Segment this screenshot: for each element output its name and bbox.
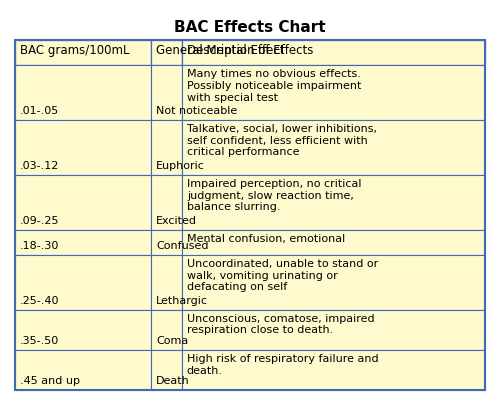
Text: Mental confusion, emotional: Mental confusion, emotional <box>187 234 345 244</box>
Bar <box>152 175 182 230</box>
Text: .09-.25: .09-.25 <box>20 216 59 226</box>
Text: .18-.30: .18-.30 <box>20 241 59 251</box>
Text: BAC grams/100mL: BAC grams/100mL <box>20 44 130 57</box>
Text: Death: Death <box>156 376 190 386</box>
Text: General Mental Effect: General Mental Effect <box>156 44 285 57</box>
Bar <box>152 40 182 65</box>
Text: High risk of respiratory failure and
death.: High risk of respiratory failure and dea… <box>187 354 378 376</box>
Bar <box>152 65 182 120</box>
Bar <box>182 175 485 230</box>
Text: Excited: Excited <box>156 216 198 226</box>
Text: Confused: Confused <box>156 241 209 251</box>
Text: Coma: Coma <box>156 336 188 346</box>
Bar <box>182 230 485 255</box>
Bar <box>15 175 152 230</box>
Bar <box>182 40 485 65</box>
Text: .03-.12: .03-.12 <box>20 161 59 171</box>
Bar <box>15 350 152 390</box>
Text: Talkative, social, lower inhibitions,
self confident, less efficient with
critic: Talkative, social, lower inhibitions, se… <box>187 124 377 157</box>
Bar <box>182 255 485 310</box>
Text: .01-.05: .01-.05 <box>20 106 59 116</box>
Text: Uncoordinated, unable to stand or
walk, vomiting urinating or
defacating on self: Uncoordinated, unable to stand or walk, … <box>187 259 378 292</box>
Bar <box>182 350 485 390</box>
Bar <box>182 310 485 350</box>
Bar <box>15 255 152 310</box>
Bar <box>15 230 152 255</box>
Text: Description of Effects: Description of Effects <box>187 44 313 57</box>
Text: Not noticeable: Not noticeable <box>156 106 238 116</box>
Text: .45 and up: .45 and up <box>20 376 80 386</box>
Bar <box>15 120 152 175</box>
Bar <box>152 350 182 390</box>
Text: BAC Effects Chart: BAC Effects Chart <box>174 20 326 35</box>
Text: Lethargic: Lethargic <box>156 296 208 306</box>
Bar <box>152 230 182 255</box>
Bar <box>152 255 182 310</box>
Text: Unconscious, comatose, impaired
respiration close to death.: Unconscious, comatose, impaired respirat… <box>187 314 374 336</box>
Bar <box>182 65 485 120</box>
Text: Euphoric: Euphoric <box>156 161 205 171</box>
Bar <box>15 310 152 350</box>
Text: .35-.50: .35-.50 <box>20 336 59 346</box>
Text: .25-.40: .25-.40 <box>20 296 59 306</box>
Bar <box>15 40 485 390</box>
Text: Many times no obvious effects.
Possibly noticeable impairment
with special test: Many times no obvious effects. Possibly … <box>187 69 361 102</box>
Bar <box>182 120 485 175</box>
Bar <box>152 310 182 350</box>
Text: Impaired perception, no critical
judgment, slow reaction time,
balance slurring.: Impaired perception, no critical judgmen… <box>187 179 362 212</box>
Bar <box>15 65 152 120</box>
Bar <box>15 40 152 65</box>
Bar <box>152 120 182 175</box>
